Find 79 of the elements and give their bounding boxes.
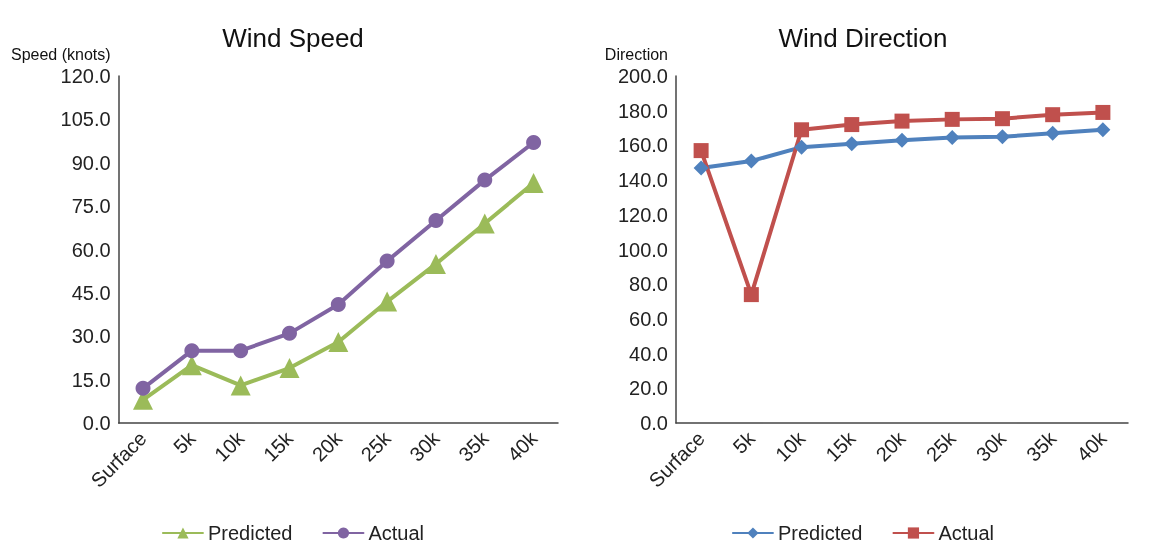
point — [330, 296, 346, 312]
y-tick-label: 75.0 — [71, 195, 111, 218]
y-tick-label: 45.0 — [71, 281, 111, 304]
point — [523, 172, 544, 193]
point — [230, 375, 251, 396]
legend-label: Actual — [368, 522, 425, 544]
x-tick-label: 40k — [503, 426, 543, 466]
y-tick-label: 0.0 — [82, 412, 111, 434]
x-tick-label: 15k — [821, 426, 861, 466]
point — [1045, 125, 1061, 141]
point — [794, 122, 810, 138]
point — [1095, 104, 1111, 120]
x-tick-label: 5k — [728, 426, 760, 458]
point — [526, 135, 542, 150]
x-tick-label: 5k — [169, 426, 201, 458]
legend-label: Predicted — [777, 522, 863, 544]
y-tick-label: 105.0 — [60, 108, 111, 131]
point — [474, 213, 495, 234]
point — [944, 111, 960, 127]
x-tick-label: 20k — [307, 426, 347, 466]
y-tick-label: 30.0 — [71, 325, 111, 348]
point — [994, 129, 1010, 145]
point — [428, 213, 444, 229]
point — [794, 139, 810, 155]
point — [425, 253, 446, 274]
chart-title: Wind Speed — [222, 23, 364, 53]
point — [844, 117, 860, 133]
x-tick-label: 25k — [921, 426, 961, 466]
legend-label: Actual — [938, 522, 995, 544]
point — [477, 172, 493, 188]
y-tick-label: 180.0 — [617, 99, 668, 122]
point — [377, 291, 398, 312]
point — [994, 111, 1010, 127]
point — [184, 343, 200, 359]
point — [328, 332, 349, 353]
point — [743, 153, 759, 169]
x-tick-label: 25k — [356, 426, 396, 466]
y-tick-label: 200.0 — [617, 65, 668, 87]
y-tick-label: 20.0 — [629, 377, 668, 400]
y-tick-label: 160.0 — [617, 134, 668, 157]
point — [282, 325, 297, 341]
point — [844, 136, 860, 152]
y-tick-label: 90.0 — [71, 151, 111, 174]
x-tick-label: 30k — [405, 426, 445, 466]
point — [894, 113, 910, 129]
point — [693, 160, 709, 176]
x-tick-label: 10k — [210, 426, 250, 466]
x-tick-label: 35k — [1022, 426, 1062, 466]
x-tick-label: 10k — [770, 426, 811, 466]
y-tick-label: 120.0 — [617, 203, 668, 226]
y-tick-label: 80.0 — [629, 273, 668, 296]
point — [693, 143, 709, 159]
point — [1045, 107, 1061, 123]
point — [894, 132, 910, 148]
point — [379, 253, 395, 269]
point — [233, 343, 249, 359]
x-tick-label: 40k — [1072, 426, 1112, 466]
x-tick-label: 35k — [454, 426, 494, 466]
y-tick-label: 100.0 — [617, 238, 668, 261]
y-tick-label: 140.0 — [617, 169, 668, 192]
y-axis-title: Speed (knots) — [11, 45, 111, 63]
y-tick-label: 15.0 — [71, 368, 111, 391]
y-tick-label: 60.0 — [629, 307, 668, 330]
x-tick-label: 15k — [258, 426, 298, 466]
y-axis-title: Direction — [604, 45, 668, 63]
point — [279, 358, 300, 379]
y-tick-label: 60.0 — [71, 238, 111, 261]
point — [743, 287, 759, 303]
y-tick-label: 40.0 — [629, 342, 668, 365]
point — [1095, 122, 1111, 138]
x-tick-label: 20k — [871, 426, 911, 466]
legend-label: Predicted — [207, 522, 293, 544]
chart-title: Wind Direction — [778, 23, 948, 53]
y-tick-label: 120.0 — [60, 65, 111, 87]
point — [135, 380, 151, 396]
point — [181, 355, 202, 376]
y-tick-label: 0.0 — [640, 412, 668, 434]
point — [944, 129, 960, 145]
x-tick-label: 30k — [971, 426, 1011, 466]
